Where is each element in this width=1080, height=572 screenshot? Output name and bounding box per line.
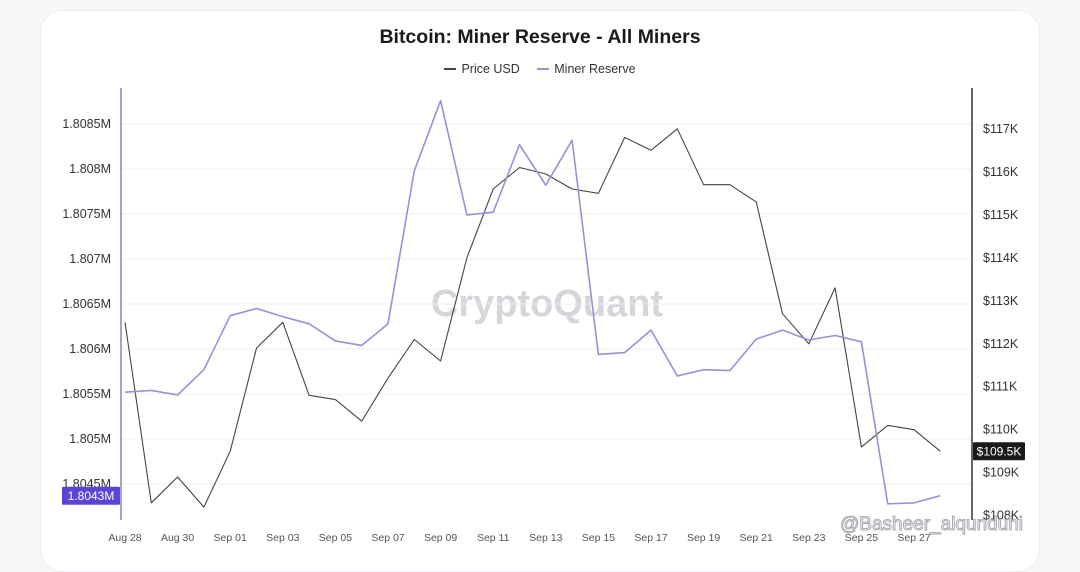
gridlines [121,123,972,485]
axes [120,88,973,520]
series-lines [124,99,941,508]
x-tick-label: Aug 30 [161,532,194,544]
legend-swatch-miner-reserve [537,68,550,70]
y-right-tick-label: $116K [983,165,1019,179]
x-tick-label: Sep 23 [792,532,825,544]
current-value-badges: $109.5K 1.8043M [62,442,1025,505]
series-line-miner-reserve [124,99,941,505]
miner-reserve-current-value: 1.8043M [68,489,115,503]
x-tick-label: Sep 21 [740,532,773,544]
y-left-tick-label: 1.806M [69,342,111,356]
x-tick-label: Sep 05 [319,532,352,544]
x-tick-label: Aug 28 [108,532,141,544]
y-right-tick-label: $108K [983,509,1020,523]
x-tick-label: Sep 25 [845,532,878,544]
x-tick-label: Sep 15 [582,532,615,544]
price-current-value: $109.5K [977,445,1022,459]
legend-label-miner-reserve: Miner Reserve [554,62,636,76]
y-right-tick-label: $109K [983,466,1020,480]
legend-swatch-price [444,68,457,70]
y-right-tick-label: $117K [983,122,1019,136]
x-tick-label: Sep 01 [214,532,247,544]
x-tick-label: Sep 27 [897,532,930,544]
price-current-badge [973,442,1025,461]
legend: Price USD Miner Reserve [0,59,1080,76]
y-right-tick-label: $112K [983,337,1019,351]
y-left-tick-label: 1.805M [69,432,111,446]
legend-item-price[interactable]: Price USD [444,62,520,76]
y-left-tick-label: 1.808M [69,162,111,176]
x-tick-label: Sep 19 [687,532,720,544]
y-left-tick-label: 1.8085M [62,117,111,131]
x-tick-label: Sep 11 [477,532,510,544]
y-left-tick-label: 1.8065M [62,297,111,311]
y-left-tick-label: 1.8075M [62,207,111,221]
chart-title: Bitcoin: Miner Reserve - All Miners [379,26,701,48]
y-right-tick-label: $113K [983,294,1019,308]
legend-item-miner-reserve[interactable]: Miner Reserve [537,62,636,76]
chart-plot: CryptoQuant 1.8045M1.805M1.8055M1.806M1.… [62,88,1025,544]
y-right-tick-label: $114K [983,251,1019,265]
x-tick-label: Sep 17 [634,532,667,544]
tick-labels: 1.8045M1.805M1.8055M1.806M1.8065M1.807M1… [62,117,1019,544]
x-tick-label: Sep 09 [424,532,457,544]
y-left-tick-label: 1.807M [69,252,111,266]
x-tick-label: Sep 03 [266,532,299,544]
y-right-tick-label: $110K [983,423,1019,437]
x-tick-label: Sep 13 [529,532,562,544]
x-tick-label: Sep 07 [371,532,404,544]
legend-label-price: Price USD [461,62,520,76]
y-left-tick-label: 1.8055M [62,387,111,401]
miner-reserve-current-badge [62,486,120,505]
y-right-tick-label: $115K [983,208,1019,222]
chart-card [40,10,1040,572]
y-right-tick-label: $111K [983,380,1018,394]
credit-text: @Basheer_alqunduhi [840,514,1023,535]
